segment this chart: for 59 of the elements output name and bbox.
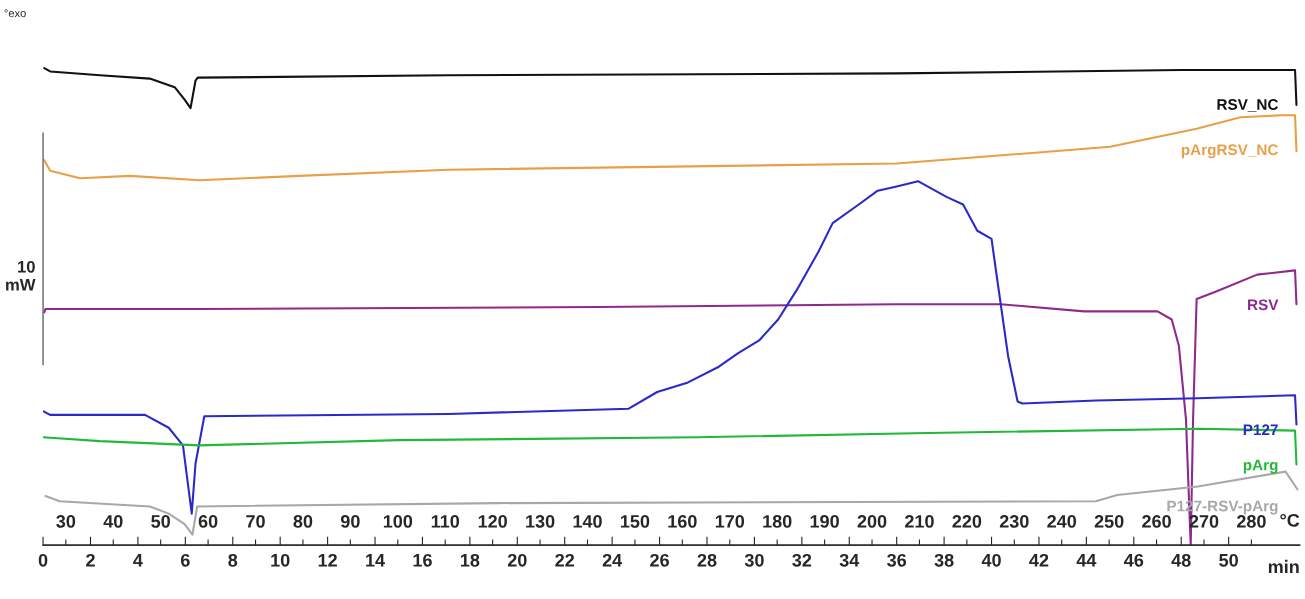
x-tick-label: 4: [133, 554, 143, 567]
x2-tick-label: 210: [905, 515, 934, 528]
x-tick-label: 26: [650, 553, 669, 567]
x-axis-title: min: [1268, 559, 1299, 573]
x2-tick-label: 240: [1047, 515, 1077, 528]
x2-tick-label: 30: [56, 515, 76, 528]
x2-tick-label: 220: [952, 515, 982, 528]
x2-tick-label: 180: [763, 515, 792, 528]
x-tick-label: 12: [318, 553, 337, 567]
x-tick-label: 46: [1124, 553, 1144, 567]
x2-tick-label: 40: [103, 515, 123, 528]
series-label: RSV_NC: [1217, 99, 1279, 112]
x-tick-label: 20: [507, 553, 527, 567]
x2-tick-label: 160: [668, 515, 697, 528]
x-tick-label: 40: [981, 553, 1001, 567]
x-tick-label: 30: [744, 553, 764, 567]
x-tick-label: 18: [460, 553, 480, 567]
x2-tick-label: 170: [715, 515, 745, 528]
x2-tick-label: 280: [1236, 515, 1266, 528]
x2-tick-label: 190: [810, 515, 839, 528]
x2-tick-label: 150: [620, 515, 650, 528]
series-label: RSV: [1248, 299, 1279, 311]
x-tick-label: 32: [792, 553, 812, 567]
x2-tick-label: 250: [1094, 515, 1124, 528]
x-tick-label: 36: [887, 553, 907, 567]
x-tick-label: 28: [697, 553, 717, 567]
x-tick-label: 42: [1029, 553, 1049, 567]
x2-axis-title: °C: [1280, 513, 1300, 527]
series-label: pArgRSV_NC: [1181, 144, 1279, 159]
x2-tick-label: 60: [198, 515, 218, 528]
x-tick-label: 38: [934, 553, 954, 567]
x-tick-label: 2: [86, 553, 95, 567]
text: °exo: [4, 9, 26, 18]
x2-tick-label: 50: [151, 515, 170, 528]
x2-tick-label: 200: [857, 515, 887, 528]
x-tick-label: 48: [1171, 553, 1191, 567]
x2-tick-label: 70: [246, 515, 265, 528]
x-tick-label: 10: [271, 553, 290, 567]
x-tick-label: 24: [602, 553, 623, 567]
x-tick-label: 0: [38, 553, 48, 567]
x2-tick-label: 120: [478, 515, 507, 528]
x2-tick-label: 80: [293, 515, 313, 528]
x-tick-label: 34: [839, 553, 860, 567]
series-label: pArg: [1243, 459, 1278, 474]
x2-tick-label: 90: [340, 515, 360, 528]
x-tick-label: 14: [366, 554, 385, 567]
x2-tick-label: 130: [526, 515, 555, 528]
x-tick-label: 50: [1219, 553, 1238, 567]
x-tick-label: 44: [1076, 554, 1097, 567]
x2-tick-label: 140: [573, 515, 602, 528]
x-tick-label: 6: [180, 553, 190, 567]
x2-tick-label: 100: [383, 515, 413, 528]
x-tick-label: 16: [413, 553, 432, 567]
text: 10 mW: [6, 260, 36, 291]
x-tick-label: 22: [555, 553, 575, 567]
x2-tick-label: 260: [1142, 515, 1171, 528]
x2-tick-label: 110: [431, 515, 460, 528]
x2-tick-label: 230: [999, 515, 1029, 528]
x-tick-label: 8: [228, 553, 238, 567]
